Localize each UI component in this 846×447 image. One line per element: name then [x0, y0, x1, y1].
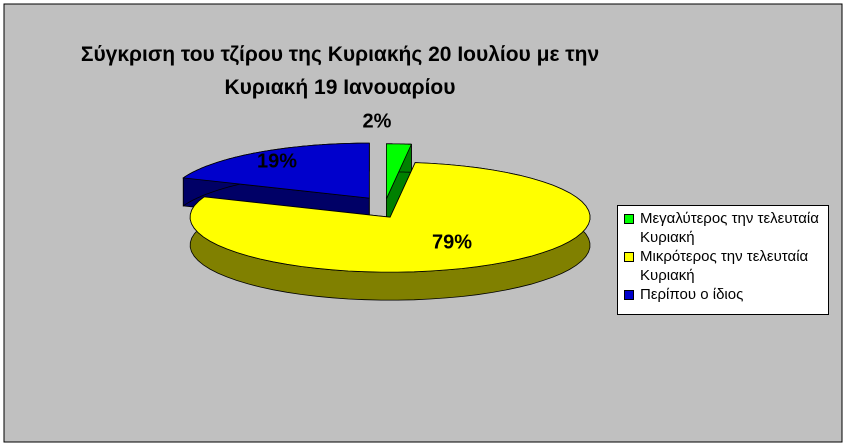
legend-label: Μεγαλύτερος την τελευταία Κυριακή [640, 210, 819, 246]
legend-item: Περίπου ο ίδιος [622, 285, 824, 304]
legend-label: Μικρότερος την τελευταία Κυριακή [640, 248, 809, 284]
data-label: 2% [363, 110, 392, 132]
legend-swatch [624, 214, 634, 224]
legend-label: Περίπου ο ίδιος [640, 286, 744, 303]
slice-top [385, 143, 412, 199]
legend-item: Μικρότερος την τελευταία Κυριακή [622, 247, 824, 285]
data-label: 19% [257, 150, 297, 172]
legend-item: Μεγαλύτερος την τελευταία Κυριακή [622, 209, 824, 247]
slice-top [182, 142, 370, 199]
legend-swatch [624, 252, 634, 262]
data-label: 79% [432, 231, 472, 253]
legend: Μεγαλύτερος την τελευταία Κυριακή Μικρότε… [617, 205, 829, 315]
legend-swatch [624, 290, 634, 300]
chart-title: Σύγκριση του τζίρου της Κυριακής 20 Ιουλ… [80, 43, 600, 99]
pie-slice [189, 162, 591, 301]
slice-top [189, 162, 591, 273]
